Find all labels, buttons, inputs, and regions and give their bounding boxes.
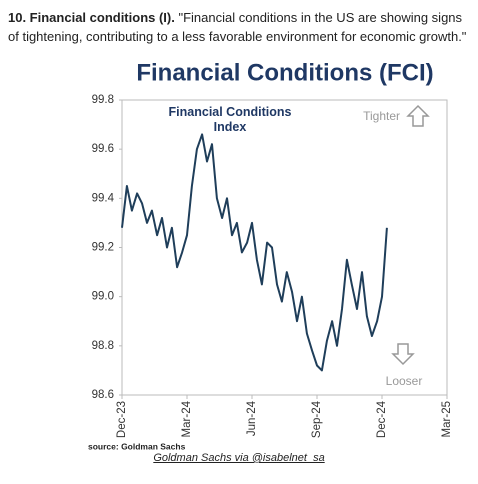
heading: 10. Financial conditions (I). "Financial…	[8, 8, 470, 46]
x-tick-label: Jun-24	[246, 400, 258, 436]
x-tick-label: Mar-24	[181, 400, 193, 437]
x-tick-label: Mar-25	[441, 401, 453, 437]
series-annotation: Financial Conditions Index	[169, 105, 292, 134]
up-arrow	[406, 104, 430, 127]
source: source: Goldman Sachs	[88, 441, 186, 451]
x-tick-label: Dec-23	[116, 401, 128, 438]
y-tick-label: 99.8	[92, 94, 114, 106]
chart-title: Financial Conditions (FCI)	[136, 59, 433, 86]
down-arrow	[391, 343, 415, 366]
fci-line	[121, 133, 388, 372]
y-tick-label: 99.0	[92, 291, 114, 303]
heading-label: 10. Financial conditions (I).	[8, 10, 175, 25]
y-tick-label: 99.2	[92, 242, 114, 254]
y-tick-label: 99.6	[92, 143, 114, 155]
caption: Goldman Sachs via @isabelnet_sa	[153, 452, 325, 464]
y-tick-label: 99.4	[92, 192, 115, 204]
x-tick-label: Dec-24	[376, 400, 388, 438]
y-tick-label: 98.8	[92, 340, 114, 352]
heading-text: "Financial conditions in the US are show…	[8, 10, 467, 44]
looser-label: Looser	[386, 374, 423, 388]
tighter-label: Tighter	[363, 109, 400, 123]
x-tick-label: Sep-24	[311, 400, 323, 438]
y-tick-label: 98.6	[92, 389, 114, 401]
